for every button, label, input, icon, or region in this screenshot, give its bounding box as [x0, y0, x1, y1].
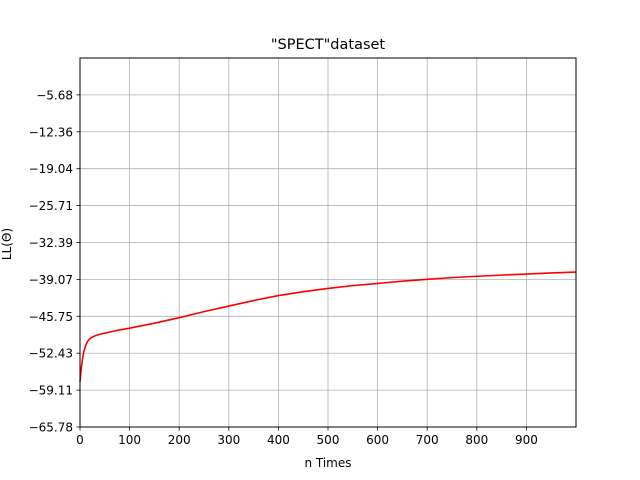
y-tick-label: −32.39 [29, 236, 73, 250]
x-tick-label: 800 [465, 433, 488, 447]
y-tick-label: −39.07 [29, 273, 73, 287]
series-layer [79, 271, 577, 382]
x-tick-label: 700 [416, 433, 439, 447]
y-tick-label: −52.43 [29, 347, 73, 361]
y-tick-label: −5.68 [36, 88, 73, 102]
y-tick-label: −59.11 [29, 384, 73, 398]
x-tick-label: 900 [515, 433, 538, 447]
x-axis-label: n Times [304, 456, 351, 470]
x-tick-label: 200 [168, 433, 191, 447]
y-axis-label: LL(Θ) [0, 228, 14, 260]
y-tick-label: −65.78 [29, 421, 73, 435]
y-tick-label: −25.71 [29, 199, 73, 213]
x-tick-label: 500 [317, 433, 340, 447]
series-line [79, 271, 577, 382]
x-tick-label: 300 [217, 433, 240, 447]
x-tick-label: 0 [76, 433, 84, 447]
chart-title: "SPECT"dataset [271, 37, 386, 53]
y-tick-label: −12.36 [29, 125, 73, 139]
y-tick-label: −45.75 [29, 310, 73, 324]
x-tick-label: 600 [366, 433, 389, 447]
y-tick-label: −19.04 [29, 162, 73, 176]
axis-ticks: 0 100 200 300 400 500 600 700 800 900 −65.78 −59.11… [29, 88, 538, 447]
x-tick-label: 100 [118, 433, 141, 447]
x-tick-label: 400 [267, 433, 290, 447]
